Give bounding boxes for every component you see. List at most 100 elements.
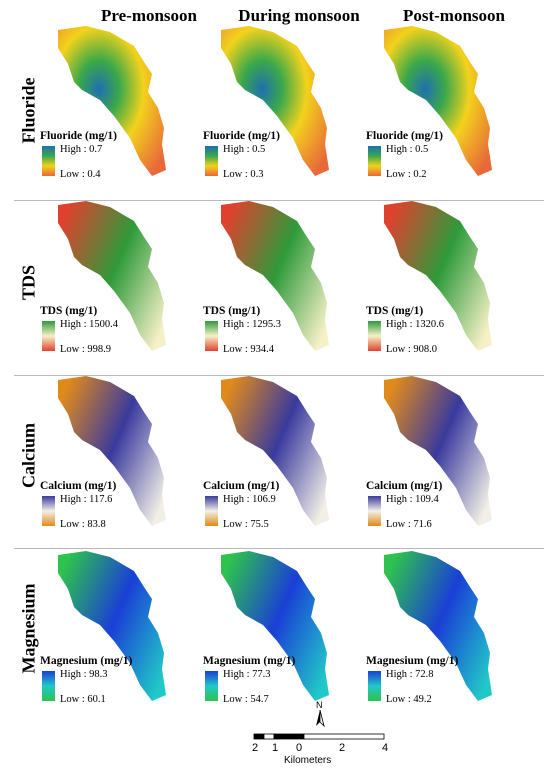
north-arrow: N: [310, 700, 330, 728]
column-heading-pre-monsoon: Pre-monsoon: [100, 6, 197, 25]
legend-low-value: Low : 0.2: [386, 169, 427, 180]
legend-high-value: High : 0.5: [386, 144, 429, 155]
column-heading-post-monsoon: Post-monsoon: [402, 6, 505, 25]
legend-color-ramp: [205, 321, 218, 351]
legend-low-value: Low : 71.6: [386, 519, 432, 530]
legend-title: Magnesium (mg/1): [40, 655, 133, 667]
scale-tick-label: 4: [382, 742, 389, 754]
map-panel: TDS (mg/1) High : 1295.3 Low : 934.4: [203, 195, 369, 375]
legend-title: TDS (mg/1): [40, 305, 98, 317]
scale-unit: Kilometers: [284, 755, 332, 766]
row-heading-magnesium: Magnesium: [18, 583, 39, 674]
map-panel: Fluoride (mg/1) High : 0.5 Low : 0.3: [203, 20, 369, 200]
legend: Fluoride (mg/1) High : 0.7 Low : 0.4: [40, 130, 117, 180]
legend-color-ramp: [42, 146, 55, 176]
legend-low-value: Low : 49.2: [386, 694, 432, 705]
legend: Calcium (mg/1) High : 109.4 Low : 71.6: [366, 480, 443, 530]
legend: Magnesium (mg/1) High : 72.8 Low : 49.2: [366, 655, 459, 705]
map-shape: [58, 376, 166, 526]
legend-high-value: High : 117.6: [60, 494, 113, 505]
legend-color-ramp: [42, 321, 55, 351]
map-panel: Calcium (mg/1) High : 109.4 Low : 71.6: [366, 370, 532, 550]
map-grid: Pre-monsoon During monsoon Post-monsoon …: [14, 0, 544, 770]
legend: TDS (mg/1) High : 1500.4 Low : 998.9: [40, 305, 118, 355]
map-shape: [384, 201, 492, 351]
row-divider: [14, 200, 544, 201]
map-shape: [58, 26, 166, 176]
scale-tick-label: 2: [252, 742, 259, 754]
legend: Calcium (mg/1) High : 106.9 Low : 75.5: [203, 480, 280, 530]
column-heading-during-monsoon: During monsoon: [238, 6, 360, 25]
legend-high-value: High : 98.3: [60, 669, 108, 680]
legend-color-ramp: [205, 146, 218, 176]
legend-high-value: High : 1295.3: [223, 319, 282, 330]
map-shape: [221, 551, 329, 701]
legend-low-value: Low : 54.7: [223, 694, 269, 705]
legend-color-ramp: [368, 146, 381, 176]
scale-bar-graphic: [253, 733, 385, 740]
map-shape: [384, 26, 492, 176]
scale-tick-label: 1: [272, 742, 279, 754]
row-heading-calcium: Calcium: [18, 423, 39, 488]
legend: Magnesium (mg/1) High : 77.3 Low : 54.7: [203, 655, 296, 705]
map-panel: Magnesium (mg/1) High : 77.3 Low : 54.7: [203, 545, 369, 725]
legend-low-value: Low : 0.4: [60, 169, 101, 180]
legend-title: Fluoride (mg/1): [203, 130, 280, 142]
legend: Fluoride (mg/1) High : 0.5 Low : 0.2: [366, 130, 443, 180]
legend-color-ramp: [42, 671, 55, 701]
legend-title: TDS (mg/1): [203, 305, 261, 317]
map-panel: Magnesium (mg/1) High : 72.8 Low : 49.2: [366, 545, 532, 725]
north-arrow-icon: [316, 709, 325, 728]
map-shape: [221, 201, 329, 351]
legend-low-value: Low : 998.9: [60, 344, 112, 355]
legend: TDS (mg/1) High : 1295.3 Low : 934.4: [203, 305, 281, 355]
map-shape: [384, 376, 492, 526]
legend-high-value: High : 0.7: [60, 144, 103, 155]
legend-high-value: High : 109.4: [386, 494, 439, 505]
legend-high-value: High : 106.9: [223, 494, 276, 505]
legend-low-value: Low : 934.4: [223, 344, 275, 355]
legend-title: Magnesium (mg/1): [366, 655, 459, 667]
scale-tick-label: 0: [296, 742, 303, 754]
legend-title: Calcium (mg/1): [203, 480, 280, 492]
map-panel: TDS (mg/1) High : 1320.6 Low : 908.0: [366, 195, 532, 375]
legend-high-value: High : 0.5: [223, 144, 266, 155]
legend: TDS (mg/1) High : 1320.6 Low : 908.0: [366, 305, 444, 355]
legend-title: TDS (mg/1): [366, 305, 424, 317]
legend: Fluoride (mg/1) High : 0.5 Low : 0.3: [203, 130, 280, 180]
legend-color-ramp: [368, 321, 381, 351]
legend-color-ramp: [368, 671, 381, 701]
legend-title: Fluoride (mg/1): [366, 130, 443, 142]
map-panel: TDS (mg/1) High : 1500.4 Low : 998.9: [40, 195, 206, 375]
legend-low-value: Low : 908.0: [386, 344, 438, 355]
legend: Calcium (mg/1) High : 117.6 Low : 83.8: [40, 480, 116, 530]
row-heading-fluoride: Fluoride: [18, 77, 39, 144]
legend-low-value: Low : 0.3: [223, 169, 264, 180]
legend-high-value: High : 1320.6: [386, 319, 445, 330]
legend-high-value: High : 72.8: [386, 669, 434, 680]
map-panel: Magnesium (mg/1) High : 98.3 Low : 60.1: [40, 545, 206, 725]
legend-title: Fluoride (mg/1): [40, 130, 117, 142]
map-panel: Calcium (mg/1) High : 117.6 Low : 83.8: [40, 370, 206, 550]
map-shape: [221, 26, 329, 176]
legend-title: Magnesium (mg/1): [203, 655, 296, 667]
map-shape: [58, 551, 166, 701]
scale-tick-label: 2: [339, 742, 346, 754]
legend-title: Calcium (mg/1): [366, 480, 443, 492]
legend-color-ramp: [368, 496, 381, 526]
legend-color-ramp: [205, 671, 218, 701]
map-panel: Fluoride (mg/1) High : 0.5 Low : 0.2: [366, 20, 532, 200]
legend: Magnesium (mg/1) High : 98.3 Low : 60.1: [40, 655, 133, 705]
row-divider: [14, 375, 544, 376]
row-heading-tds: TDS: [18, 265, 39, 301]
legend-high-value: High : 77.3: [223, 669, 271, 680]
legend-high-value: High : 1500.4: [60, 319, 119, 330]
scale-bar: Kilometers 2 1 0 2 4: [244, 700, 394, 766]
map-shape: [58, 201, 166, 351]
row-divider: [14, 548, 544, 549]
legend-low-value: Low : 60.1: [60, 694, 106, 705]
legend-color-ramp: [205, 496, 218, 526]
map-shape: [384, 551, 492, 701]
legend-color-ramp: [42, 496, 55, 526]
map-shape: [221, 376, 329, 526]
